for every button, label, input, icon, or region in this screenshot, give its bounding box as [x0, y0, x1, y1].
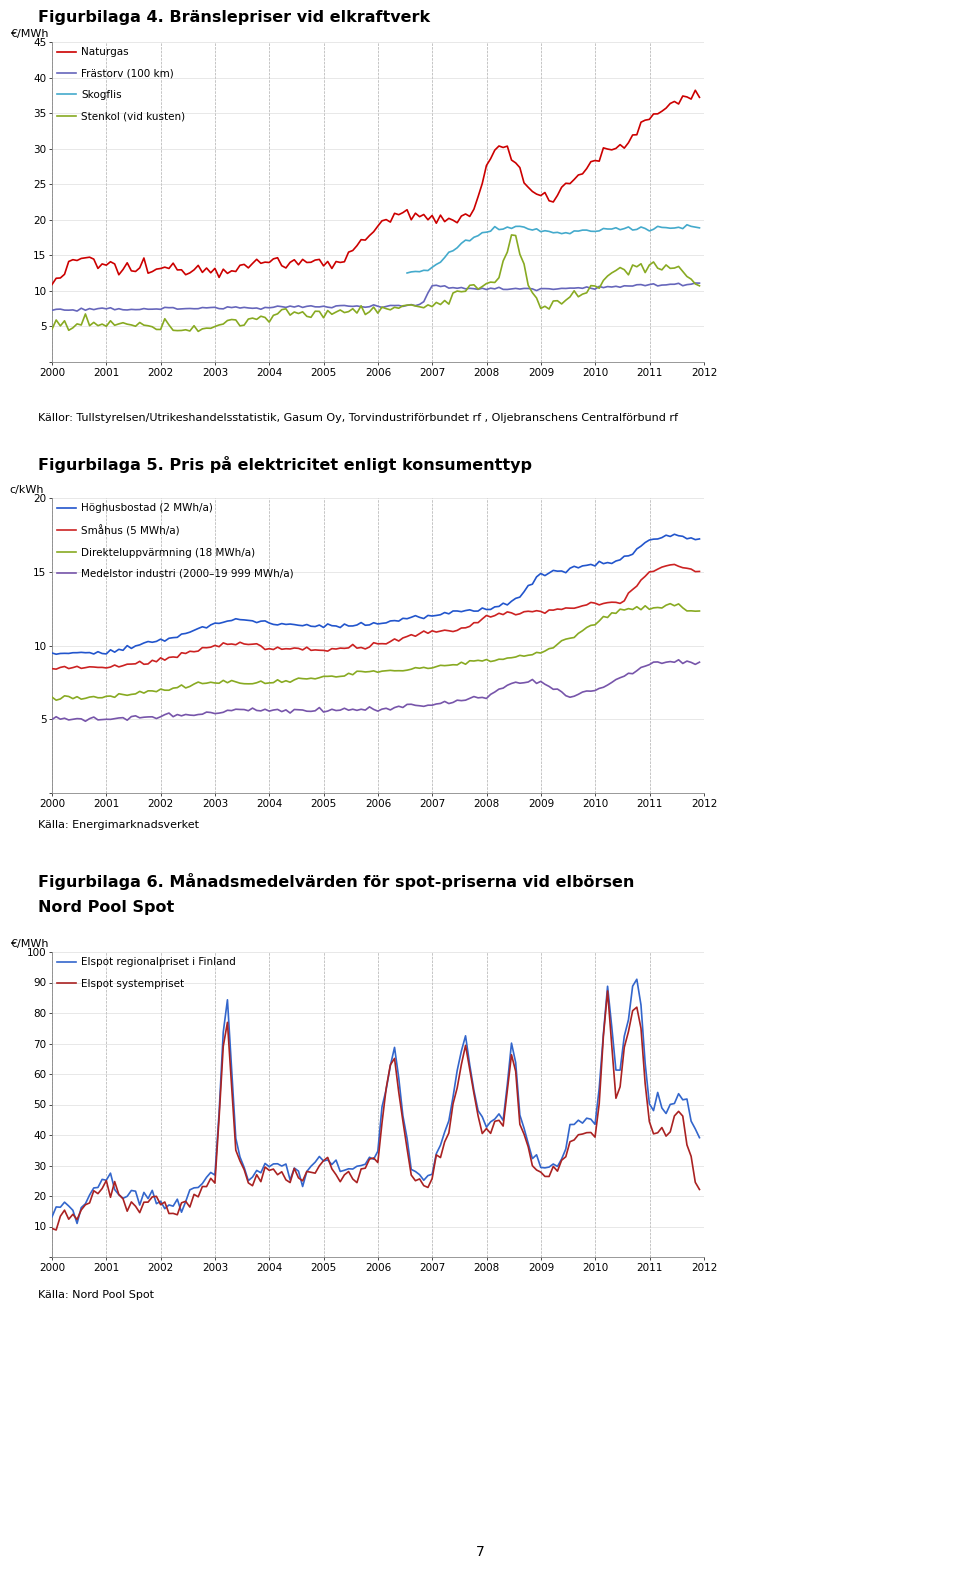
- Text: Källa: Nord Pool Spot: Källa: Nord Pool Spot: [38, 1291, 155, 1300]
- Text: Källor: Tullstyrelsen/Utrikeshandelsstatistik, Gasum Oy, Torvindustriförbundet r: Källor: Tullstyrelsen/Utrikeshandelsstat…: [38, 413, 679, 423]
- Legend: Elspot regionalpriset i Finland, Elspot systempriset: Elspot regionalpriset i Finland, Elspot …: [55, 956, 238, 990]
- Text: 7: 7: [475, 1545, 485, 1559]
- Text: €/MWh: €/MWh: [10, 938, 48, 949]
- Text: Nord Pool Spot: Nord Pool Spot: [38, 901, 175, 915]
- Legend: Naturgas, Frästorv (100 km), Skogflis, Stenkol (vid kusten): Naturgas, Frästorv (100 km), Skogflis, S…: [55, 46, 187, 124]
- Text: Figurbilaga 4. Bränslepriser vid elkraftverk: Figurbilaga 4. Bränslepriser vid elkraft…: [38, 9, 430, 25]
- Text: Figurbilaga 5. Pris på elektricitet enligt konsumenttyp: Figurbilaga 5. Pris på elektricitet enli…: [38, 456, 533, 473]
- Text: €/MWh: €/MWh: [10, 28, 48, 39]
- Text: Källa: Energimarknadsverket: Källa: Energimarknadsverket: [38, 821, 200, 830]
- Text: Figurbilaga 6. Månadsmedelvärden för spot-priserna vid elbörsen: Figurbilaga 6. Månadsmedelvärden för spo…: [38, 872, 635, 890]
- Text: c/kWh: c/kWh: [10, 486, 44, 495]
- Legend: Höghusbostad (2 MWh/a), Småhus (5 MWh/a), Direkteluppvärmning (18 MWh/a), Medels: Höghusbostad (2 MWh/a), Småhus (5 MWh/a)…: [55, 501, 296, 582]
